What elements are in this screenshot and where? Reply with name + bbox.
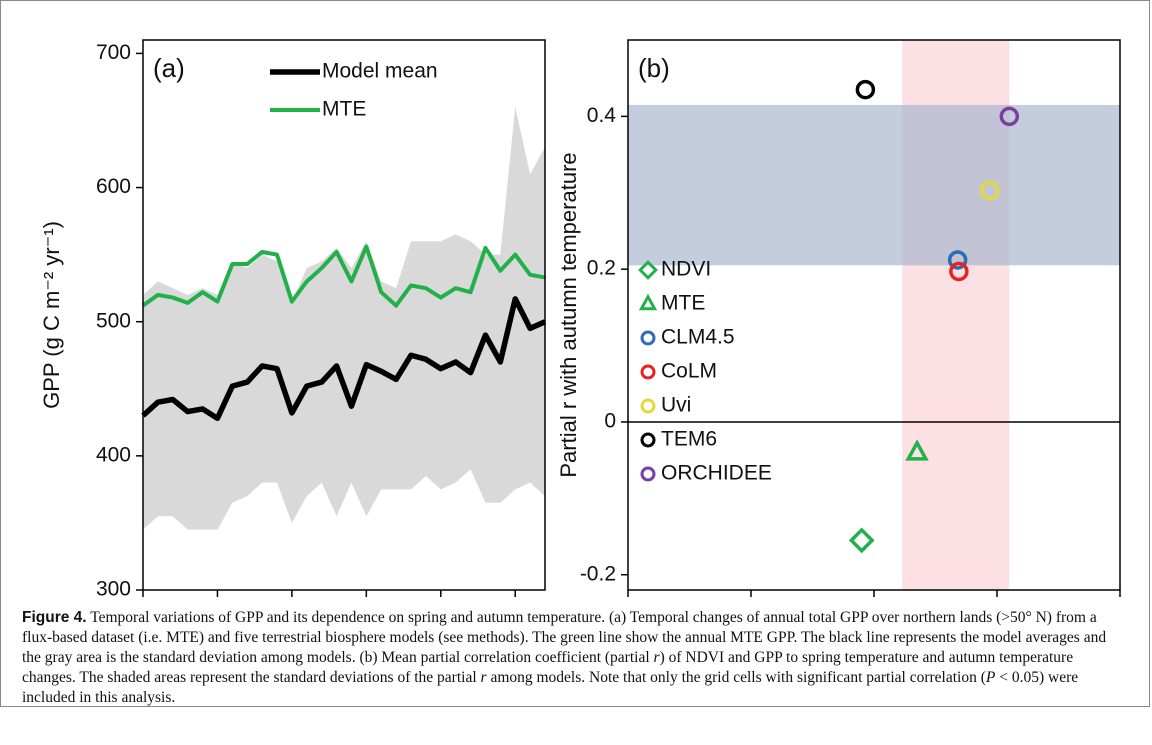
legend-label: Uvi [661,394,691,417]
marker [947,250,968,270]
caption-label: Figure 4. [22,609,87,626]
std-band [143,107,545,530]
caption-part: among models. Note that only the grid ce… [486,669,986,686]
legend-label: MTE [661,292,705,315]
legend-label: CLM4.5 [661,326,735,349]
caption-part: P [985,669,996,686]
marker [848,527,875,554]
marker [640,330,656,346]
caption-part: r [653,649,660,666]
marker [640,466,656,482]
y-axis-label: GPP (g C m⁻² yr⁻¹) [39,221,64,409]
panel-label: (a) [153,53,185,83]
marker [999,106,1020,127]
y-axis-label: Partial r with autumn temperature [556,152,581,477]
y-tick-label: 400 [96,443,131,466]
marker [640,432,656,448]
marker [905,439,929,461]
figure-frame [0,0,1150,707]
plot-frame [142,39,546,591]
legend-label: ORCHIDEE [661,462,772,485]
marker [979,180,1000,201]
caption-part: < 0.05) were included in this analysis. [22,669,1079,706]
y-tick-label: -0.2 [580,562,616,585]
series-line [141,244,546,308]
y-tick-label: 500 [96,309,131,332]
plot-frame [627,39,1121,591]
legend-label: TEM6 [661,428,717,451]
y-tick-label: 0.4 [587,104,617,127]
legend-label: CoLM [661,360,717,383]
y-tick-label: 600 [96,175,131,198]
caption-part: ) of NDVI and GPP to spring temperature … [22,649,1074,686]
marker [640,364,656,380]
y-tick-label: 700 [96,41,131,64]
y-tick-label: 300 [96,578,131,600]
marker [855,79,876,100]
legend-label: NDVI [661,258,711,281]
y-band [628,104,1120,266]
marker [949,261,969,282]
caption-part: r [480,669,487,686]
caption: Figure 4. Temporal variations of GPP and… [22,608,1127,708]
series-line [141,296,547,422]
panel-label: (b) [638,53,670,83]
y-tick-label: 0 [604,409,616,432]
y-tick-label: 0.2 [587,257,616,280]
legend-label: MTE [322,98,366,121]
marker [638,293,658,311]
marker [640,398,656,414]
figure: 198219871992199720022007300400500600700Y… [39,39,1135,600]
legend-label: Model mean [322,60,438,83]
marker [638,260,658,280]
caption-part: Temporal variations of GPP and its depen… [22,609,1107,666]
caption-text: Temporal variations of GPP and its depen… [22,609,1106,706]
